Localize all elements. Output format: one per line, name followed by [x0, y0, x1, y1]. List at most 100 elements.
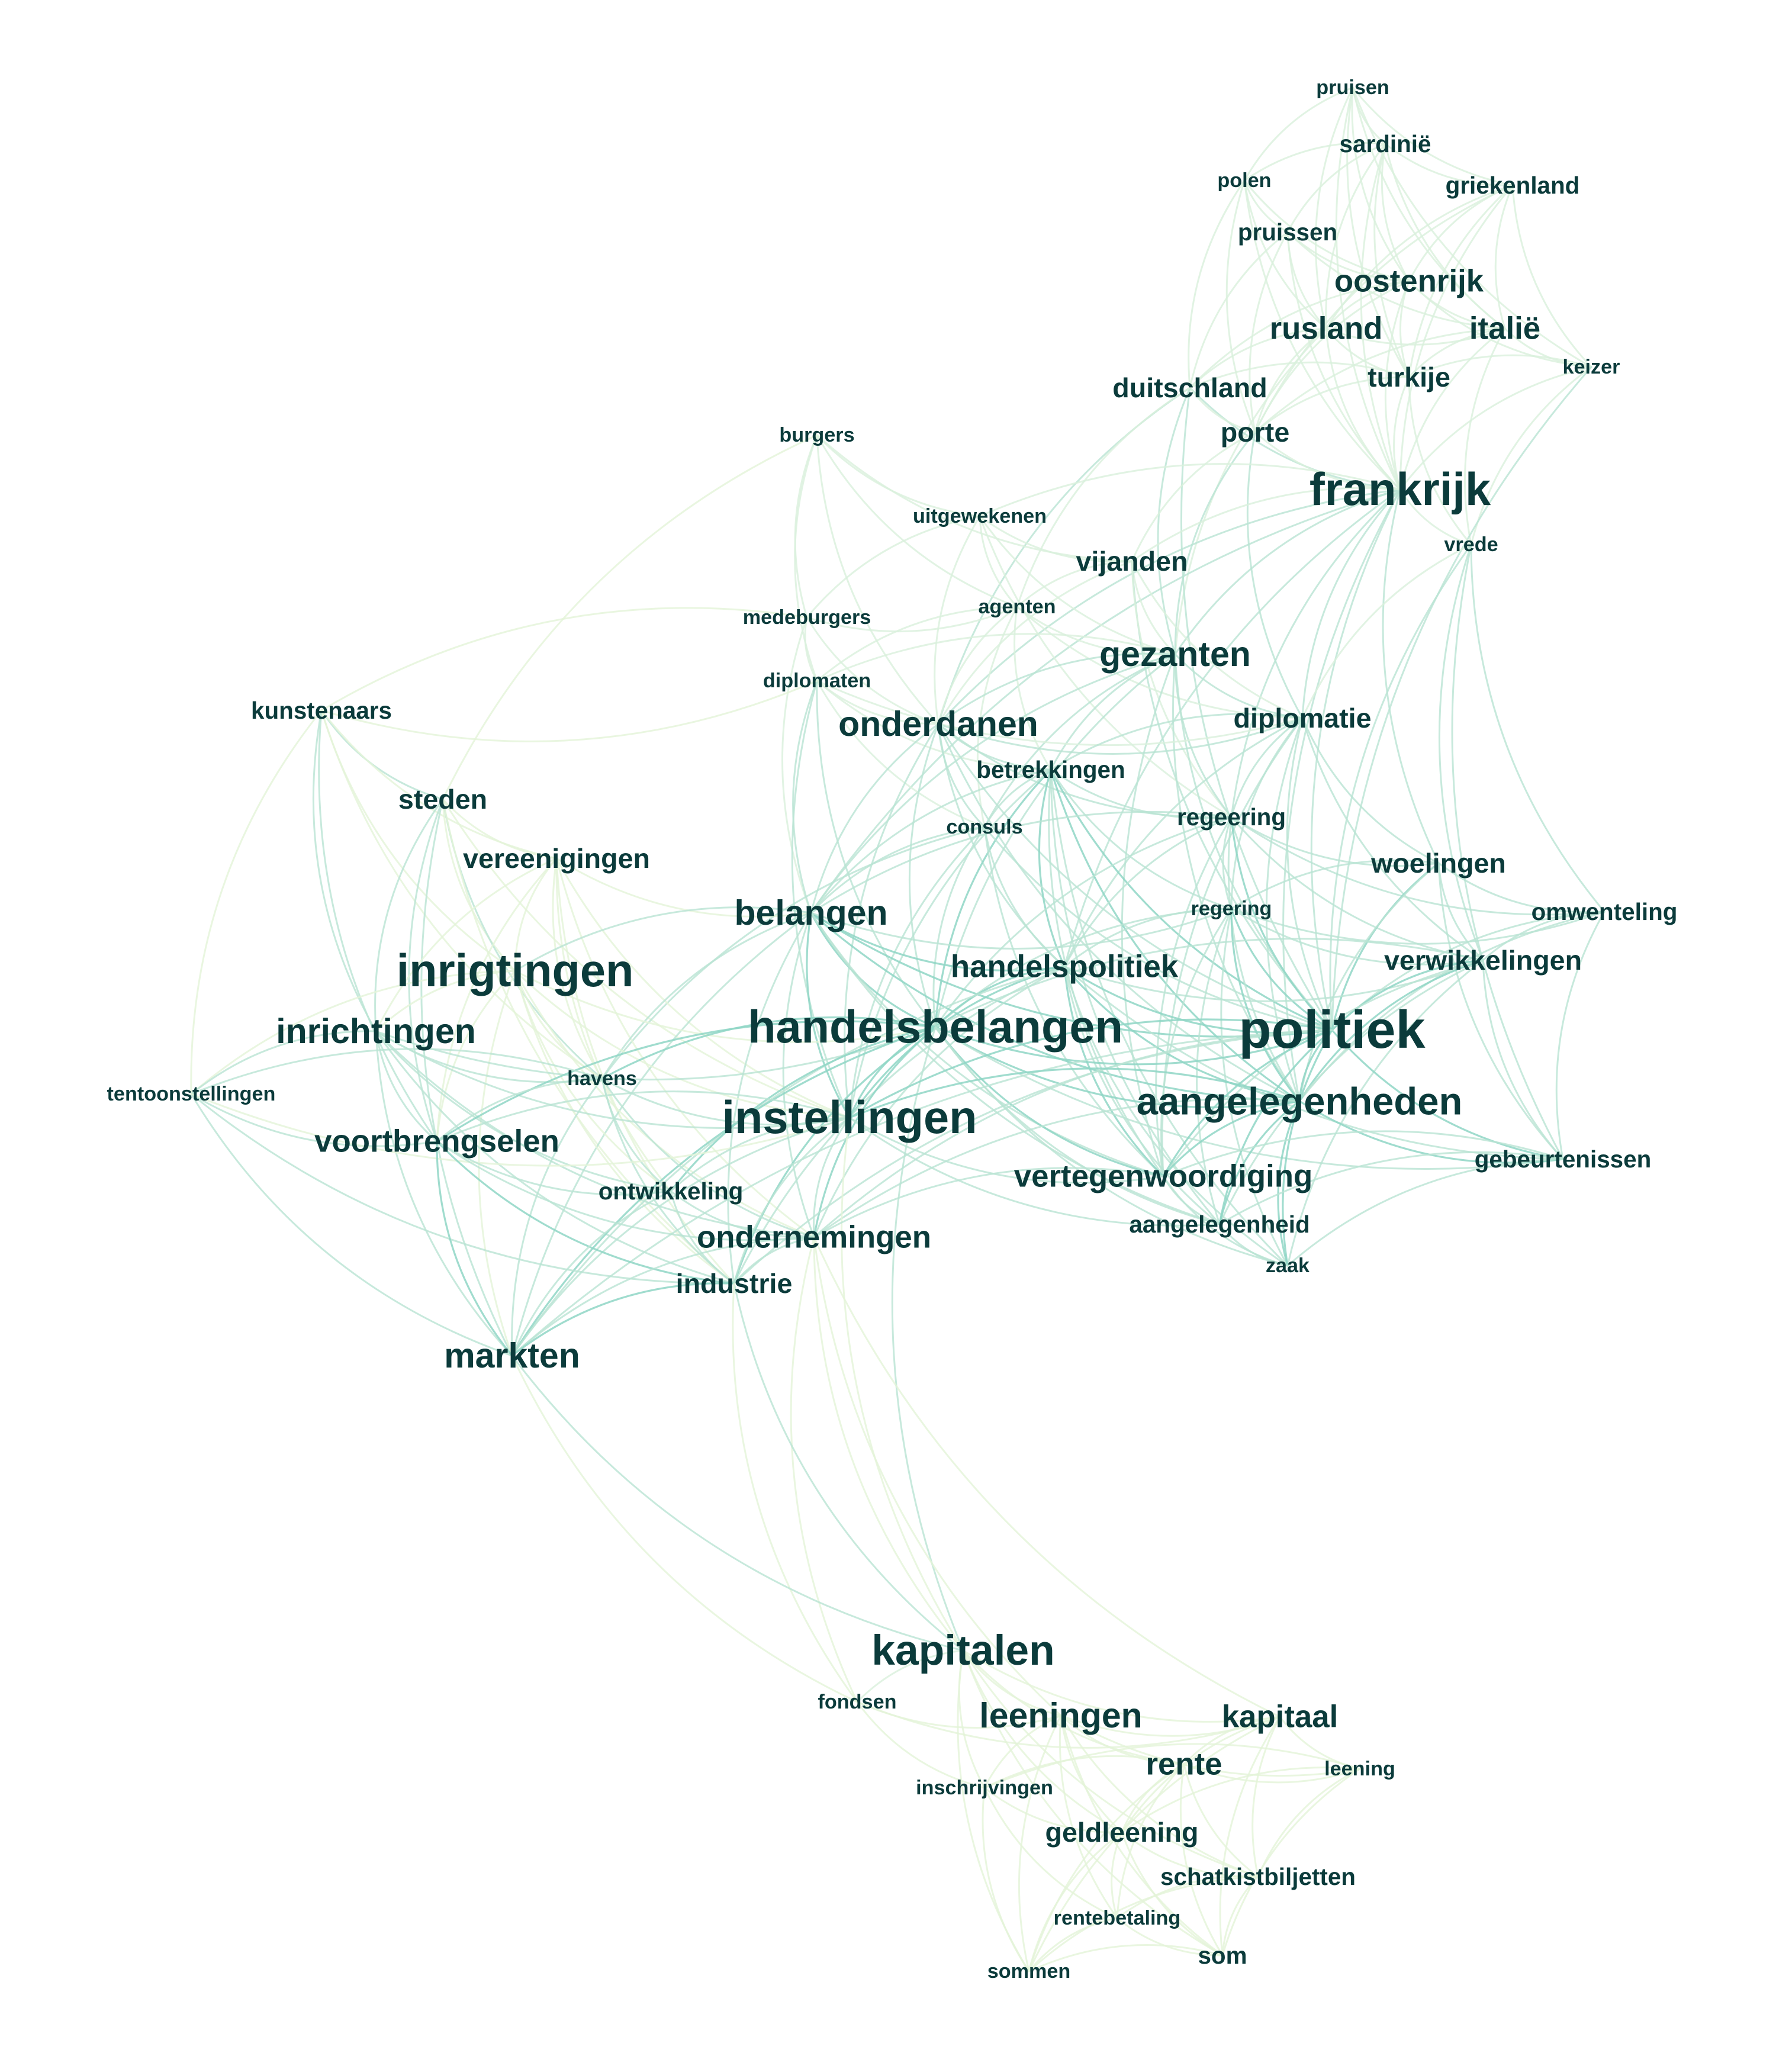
edge-inschrijvingen-rentebetaling: [983, 1787, 1118, 1919]
edge-diplomatie-politiek: [1286, 717, 1333, 1031]
edge-turkije-porte: [1254, 376, 1410, 433]
edge-regeering-belangen: [810, 810, 1233, 914]
edge-frankrijk-regeering: [1230, 488, 1401, 818]
node-label-pruisen: pruisen: [1316, 76, 1389, 99]
edge-havens-instellingen: [601, 1077, 851, 1126]
edge-diplomatie-woelingen: [1301, 717, 1440, 864]
node-label-keizer: keizer: [1563, 356, 1620, 378]
node-label-kunstenaars: kunstenaars: [251, 697, 392, 724]
edge-rente-som: [1179, 1763, 1224, 1957]
edge-handelsbelangen-industrie: [733, 1026, 937, 1285]
edge-gezanten-consuls: [983, 653, 1176, 828]
edge-ondernemingen-kapitalen: [813, 1236, 964, 1652]
edge-regeering-regering: [1222, 816, 1233, 910]
node-label-fondsen: fondsen: [818, 1691, 897, 1713]
edge-steden-inrichtingen: [374, 798, 444, 1032]
edge-belangen-regering: [810, 908, 1233, 950]
edge-betrekkingen-zaak: [1050, 768, 1289, 1267]
edge-belangen-havens: [601, 912, 812, 1080]
node-label-som: som: [1198, 1942, 1247, 1969]
edge-rente-inschrijvingen: [983, 1755, 1185, 1789]
edge-geldleening-rentebetaling: [1111, 1831, 1123, 1919]
edge-politiek-instellingen: [848, 1018, 1333, 1119]
edge-uitgewekenen-agenten: [979, 515, 1018, 608]
edge-politiek-vertegenwoordiging: [1162, 1029, 1333, 1177]
edge-griekenland-porte: [1254, 184, 1514, 433]
edge-handelsbelangen-politiek: [934, 1026, 1333, 1066]
edge-turkije-frankrijk: [1393, 376, 1410, 491]
edge-medeburgers-onderdanen: [806, 616, 940, 725]
edge-kapitaal-sommen: [1028, 1716, 1281, 1973]
edge-vereenigingen-inrigtingen: [514, 857, 558, 972]
edge-uitgewekenen-onderdanen: [934, 515, 981, 725]
edge-handelsbelangen-gebeurtenissen: [934, 1026, 1564, 1170]
node-label-kapitalen: kapitalen: [871, 1627, 1054, 1674]
edge-belangen-handelspolitiek: [810, 912, 1066, 971]
edge-handelsbelangen-havens: [601, 1016, 937, 1080]
edge-woelingen-gebeurtenissen: [1437, 862, 1564, 1160]
node-label-politiek: politiek: [1238, 1000, 1426, 1060]
edge-pruisen-polen: [1243, 86, 1354, 182]
edge-kunstenaars-havens: [320, 709, 603, 1080]
edge-kapitalen-leeningen: [962, 1649, 1062, 1717]
node-label-agenten: agenten: [978, 596, 1056, 618]
label-layer: pruisen sardinië polen griekenland pruissen o…: [107, 76, 1678, 1983]
edge-onderdanen-diplomatie: [937, 717, 1304, 755]
edge-diplomaten-instellingen: [791, 680, 851, 1119]
edge-vertegenwoordiging-ondernemingen: [813, 1167, 1164, 1238]
edge-diplomatie-handelspolitiek: [1063, 717, 1304, 968]
edge-regeering-omwenteling: [1230, 816, 1606, 916]
edge-pruisen-frankrijk: [1335, 86, 1401, 491]
edge-betrekkingen-belangen: [810, 768, 1052, 914]
edge-instellingen-ontwikkeling: [670, 1117, 851, 1192]
edge-diplomaten-betrekkingen: [816, 680, 1052, 771]
edge-handelspolitiek-vertegenwoordiging: [1063, 966, 1164, 1177]
node-label-duitschland: duitschland: [1112, 372, 1267, 403]
edge-ondernemingen-fondsen: [790, 1236, 858, 1703]
edge-belangen-vertegenwoordiging: [810, 912, 1164, 1177]
edge-verwikkelingen-handelsbelangen: [934, 938, 1484, 1028]
edge-rusland-italie: [1325, 327, 1506, 346]
node-label-voortbrengselen: voortbrengselen: [314, 1124, 559, 1159]
edge-frankrijk-woelingen: [1382, 488, 1440, 864]
edge-rusland-porte: [1254, 327, 1327, 433]
edge-pruissen-duitschland: [1189, 231, 1289, 389]
edge-aangelegenheden-aangelegenheid: [1218, 1100, 1301, 1225]
edge-oostenrijk-frankrijk: [1384, 280, 1410, 491]
edge-griekenland-keizer: [1511, 184, 1592, 368]
edge-vereenigingen-ondernemingen: [555, 857, 815, 1238]
edge-belangen-aangelegenheid: [810, 912, 1221, 1225]
edge-sardinie-frankrijk: [1360, 143, 1401, 491]
node-label-inschrijvingen: inschrijvingen: [916, 1777, 1053, 1799]
edge-regeering-vertegenwoordiging: [1155, 816, 1233, 1177]
edge-consuls-handelsbelangen: [932, 826, 986, 1028]
edge-onderdanen-belangen: [810, 723, 940, 914]
edge-steden-vereenigingen: [442, 798, 558, 860]
edge-ondernemingen-leeningen: [813, 1236, 1062, 1717]
edge-leening-inschrijvingen: [983, 1743, 1361, 1789]
edge-handelspolitiek-zaak: [1063, 966, 1289, 1267]
edge-vrede-verwikkelingen: [1438, 543, 1484, 961]
edge-porte-gezanten: [1174, 431, 1256, 655]
edge-burgers-agenten: [816, 434, 1018, 608]
edge-inrichtingen-tentoonstellingen: [190, 1030, 377, 1095]
edge-burgers-uitgewekenen: [816, 434, 981, 517]
edge-leening-som: [1221, 1768, 1361, 1957]
edge-handelsbelangen-aangelegenheden: [934, 1026, 1301, 1109]
edge-frankrijk-vrede: [1399, 488, 1472, 546]
edge-betrekkingen-regering: [1050, 768, 1233, 910]
edge-porte-vijanden: [1131, 431, 1256, 562]
edge-consuls-instellingen: [848, 826, 986, 1119]
edge-duitschland-frankrijk: [1189, 387, 1401, 491]
edge-steden-instellingen: [442, 798, 851, 1119]
edge-leeningen-rentebetaling: [1058, 1714, 1118, 1919]
edge-leeningen-sommen: [1018, 1714, 1062, 1973]
edge-consuls-havens: [601, 826, 986, 1080]
edge-belangen-aangelegenheden: [810, 912, 1301, 1102]
edge-vrede-omwenteling: [1470, 543, 1606, 913]
edge-betrekkingen-aangelegenheden: [1050, 768, 1301, 1102]
edge-griekenland-turkije: [1408, 184, 1514, 378]
edge-regeering-politiek: [1230, 816, 1333, 1031]
edge-gezanten-diplomaten: [816, 633, 1176, 682]
